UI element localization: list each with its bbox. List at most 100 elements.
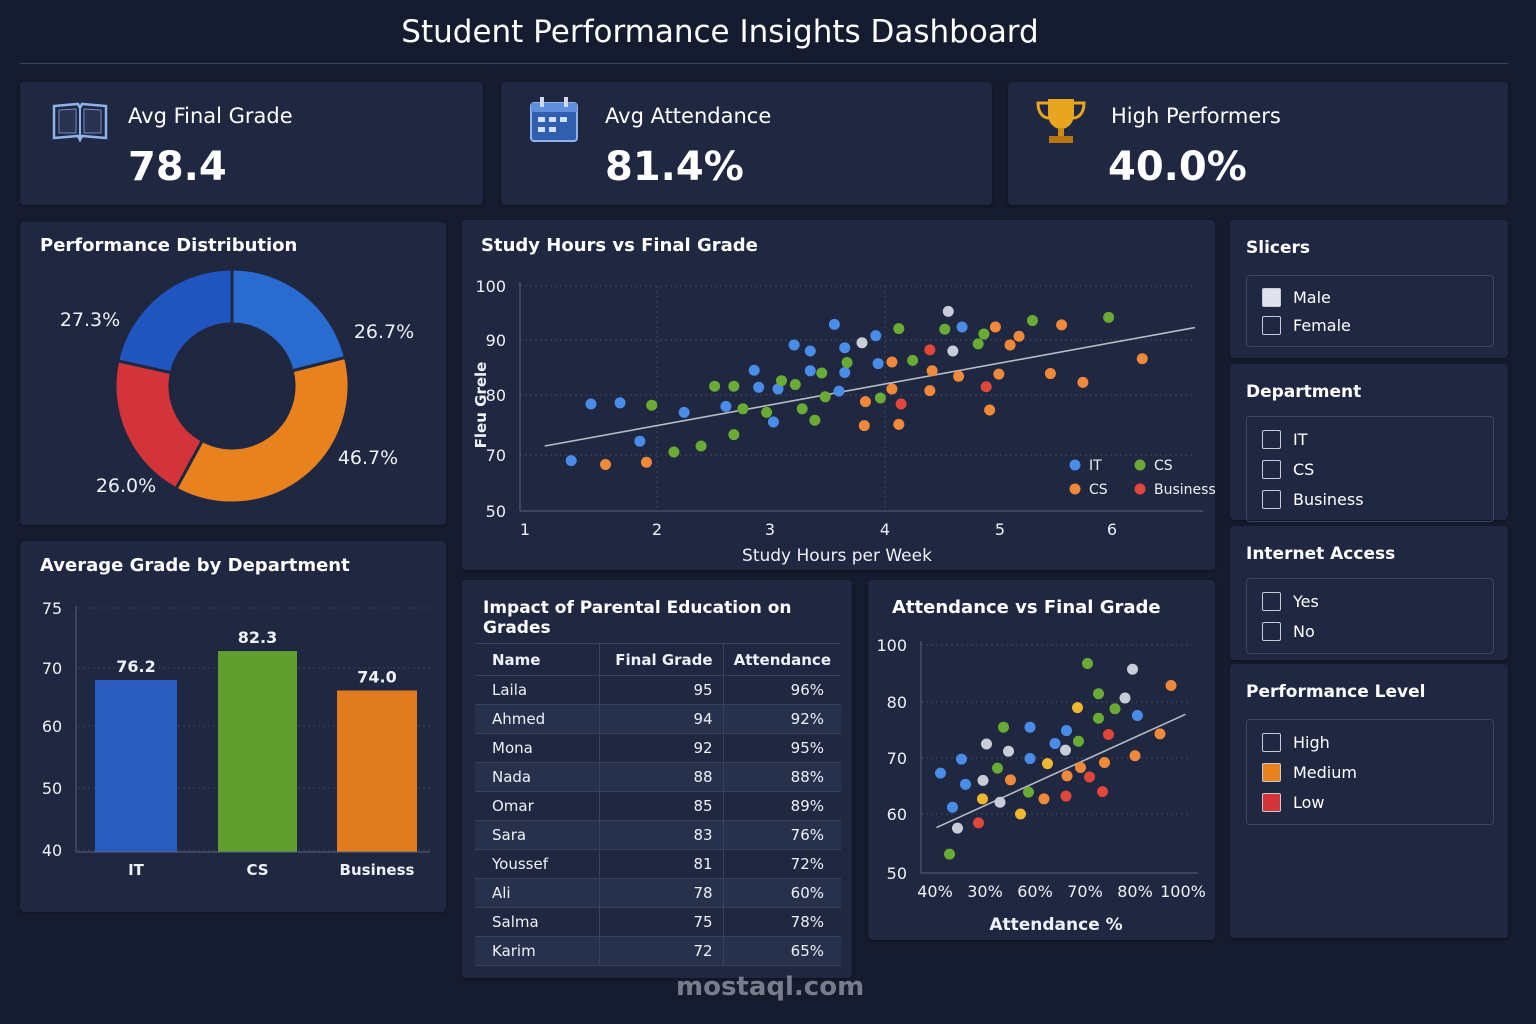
book-icon (52, 102, 108, 143)
option-label: Female (1293, 315, 1351, 335)
kpi-value: 78.4 (128, 144, 227, 190)
kpi-value: 40.0% (1108, 144, 1247, 190)
checkbox[interactable] (1262, 459, 1281, 479)
page-title: Student Performance Insights Dashboard (401, 14, 1039, 50)
slicer-option-male[interactable]: Male (1262, 283, 1331, 311)
card-title: Performance Distribution (40, 235, 298, 256)
table-header-row: Name Final Grade Attendance (475, 643, 841, 676)
column-header-attendance[interactable]: Attendance (723, 643, 841, 676)
cell-attendance: 92% (723, 704, 841, 734)
slicer-option-cs[interactable]: CS (1262, 454, 1314, 484)
cell-name: Nada (475, 762, 601, 792)
checkbox[interactable] (1262, 429, 1281, 449)
card-title: Average Grade by Department (40, 555, 350, 576)
grade-by-department-card: Average Grade by Department (20, 541, 446, 912)
cell-attendance: 76% (723, 820, 841, 850)
slicer-options-box (1246, 416, 1494, 522)
checkbox[interactable] (1262, 591, 1281, 611)
cell-final-grade: 94 (599, 704, 724, 734)
slicer-options-box (1246, 719, 1494, 825)
cell-final-grade: 88 (599, 762, 724, 792)
checkbox[interactable] (1262, 732, 1281, 752)
cell-attendance: 95% (723, 733, 841, 763)
title-divider (20, 63, 1508, 64)
cell-final-grade: 95 (599, 675, 724, 705)
cell-name: Mona (475, 733, 601, 763)
trophy-icon (1036, 99, 1086, 143)
watermark-logo: mostaql.com (676, 972, 865, 1002)
option-label: IT (1293, 429, 1308, 449)
option-label: Male (1293, 287, 1331, 307)
cell-name: Laila (475, 675, 601, 705)
slicer-option-yes[interactable]: Yes (1262, 586, 1319, 616)
table-row[interactable]: Omar 85 89% (475, 791, 841, 821)
table-row[interactable]: Salma 75 78% (475, 907, 841, 937)
slicer-panel-internet-access: Internet Access Yes No (1230, 526, 1508, 660)
cell-name: Youssef (475, 849, 601, 879)
cell-name: Omar (475, 791, 601, 821)
table-row[interactable]: Mona 92 95% (475, 733, 841, 763)
attendance-scatter-card: Attendance vs Final Grade (868, 580, 1215, 940)
checkbox[interactable] (1262, 287, 1281, 307)
slicer-panel-performance-level: Performance Level High Medium Low (1230, 664, 1508, 938)
cell-name: Ali (475, 878, 601, 908)
cell-name: Salma (475, 907, 601, 937)
option-label: Medium (1293, 762, 1357, 782)
table-row[interactable]: Sara 83 76% (475, 820, 841, 850)
table-row[interactable]: Youssef 81 72% (475, 849, 841, 879)
slicer-panel-slicers: Slicers Male Female (1230, 220, 1508, 358)
column-header-name[interactable]: Name (475, 643, 601, 676)
cell-name: Ahmed (475, 704, 601, 734)
table-row[interactable]: Ali 78 60% (475, 878, 841, 908)
calendar-icon (530, 97, 578, 142)
cell-name: Sara (475, 820, 601, 850)
cell-attendance: 60% (723, 878, 841, 908)
slicer-option-medium[interactable]: Medium (1262, 757, 1357, 787)
slicer-option-it[interactable]: IT (1262, 424, 1308, 454)
slicer-option-high[interactable]: High (1262, 727, 1330, 757)
option-label: Business (1293, 489, 1364, 509)
cell-final-grade: 81 (599, 849, 724, 879)
cell-attendance: 72% (723, 849, 841, 879)
slicer-title: Slicers (1246, 238, 1311, 258)
table-row[interactable]: Karim 72 65% (475, 936, 841, 966)
slicer-title: Department (1246, 382, 1362, 402)
checkbox[interactable] (1262, 762, 1281, 782)
kpi-value: 81.4% (605, 144, 744, 190)
slicer-option-business[interactable]: Business (1262, 484, 1364, 514)
cell-final-grade: 72 (599, 936, 724, 966)
table-row[interactable]: Nada 88 88% (475, 762, 841, 792)
column-header-final-grade[interactable]: Final Grade (599, 643, 724, 676)
cell-attendance: 88% (723, 762, 841, 792)
cell-attendance: 65% (723, 936, 841, 966)
parental-education-table: Name Final Grade Attendance Laila 95 96% Ah… (475, 643, 841, 966)
slicer-panel-department: Department IT CS Business (1230, 364, 1508, 522)
slicer-option-female[interactable]: Female (1262, 311, 1351, 339)
kpi-label: Avg Final Grade (128, 104, 293, 128)
option-label: High (1293, 732, 1330, 752)
cell-final-grade: 75 (599, 907, 724, 937)
option-label: Low (1293, 792, 1325, 812)
kpi-label: Avg Attendance (605, 104, 772, 128)
study-hours-scatter-card: Study Hours vs Final Grade (462, 220, 1215, 570)
cell-final-grade: 83 (599, 820, 724, 850)
performance-distribution-card: Performance Distribution (20, 222, 446, 525)
card-title: Impact of Parental Education on Grades (483, 598, 792, 638)
slicer-title: Internet Access (1246, 544, 1396, 564)
checkbox[interactable] (1262, 621, 1281, 641)
option-label: Yes (1293, 591, 1319, 611)
table-row[interactable]: Laila 95 96% (475, 675, 841, 705)
checkbox[interactable] (1262, 489, 1281, 509)
table-row[interactable]: Ahmed 94 92% (475, 704, 841, 734)
cell-attendance: 89% (723, 791, 841, 821)
checkbox[interactable] (1262, 792, 1281, 812)
kpi-card-avg-attendance: Avg Attendance 81.4% (501, 82, 992, 205)
cell-attendance: 96% (723, 675, 841, 705)
checkbox[interactable] (1262, 315, 1281, 335)
card-title: Attendance vs Final Grade (892, 597, 1161, 618)
option-label: No (1293, 621, 1315, 641)
cell-name: Karim (475, 936, 601, 966)
slicer-option-no[interactable]: No (1262, 616, 1315, 646)
kpi-card-high-performers: High Performers 40.0% (1008, 82, 1508, 205)
slicer-option-low[interactable]: Low (1262, 787, 1325, 817)
